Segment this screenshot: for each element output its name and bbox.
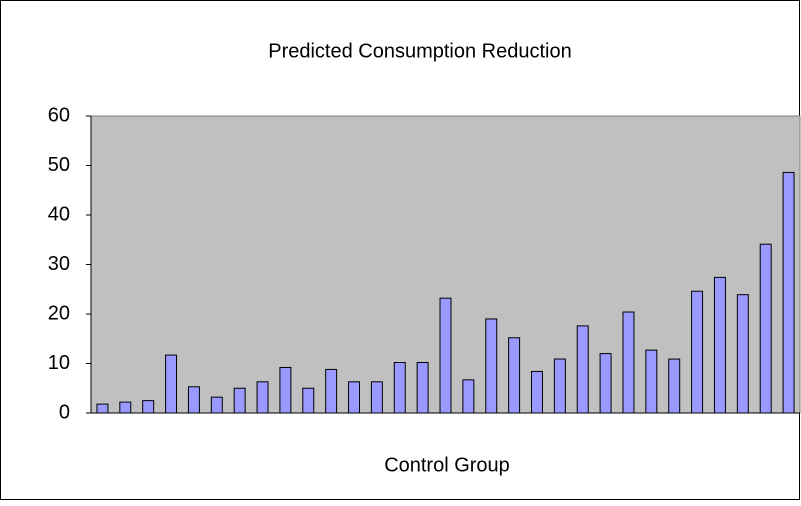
bar bbox=[736, 294, 749, 414]
bar bbox=[759, 243, 772, 414]
y-tick-label: 30 bbox=[48, 253, 70, 275]
bar bbox=[713, 276, 726, 414]
bar bbox=[530, 370, 543, 414]
bar bbox=[142, 400, 155, 414]
bar bbox=[302, 387, 315, 414]
bar bbox=[485, 318, 498, 414]
bar bbox=[691, 290, 704, 414]
bar bbox=[187, 386, 200, 414]
y-tick-label: 0 bbox=[59, 401, 70, 423]
bar bbox=[416, 362, 429, 414]
bar bbox=[119, 401, 132, 414]
bar bbox=[370, 381, 383, 414]
y-tick-label: 10 bbox=[48, 352, 70, 374]
y-tick-label: 40 bbox=[48, 203, 70, 225]
bar bbox=[233, 387, 246, 414]
bar bbox=[645, 349, 658, 414]
bar bbox=[348, 381, 361, 414]
bar bbox=[210, 396, 223, 414]
bar bbox=[462, 379, 475, 414]
bar bbox=[96, 403, 109, 414]
bar bbox=[256, 381, 269, 414]
y-tick-label: 20 bbox=[48, 302, 70, 324]
chart-title: Predicted Consumption Reduction bbox=[268, 40, 572, 62]
bar bbox=[279, 366, 292, 414]
bar bbox=[782, 171, 795, 414]
bar bbox=[553, 358, 566, 414]
x-axis-label: Control Group bbox=[384, 454, 510, 476]
bar bbox=[165, 354, 178, 414]
bar bbox=[439, 297, 452, 414]
bar bbox=[325, 368, 338, 414]
bar bbox=[668, 358, 681, 414]
bar bbox=[599, 353, 612, 414]
bar bbox=[576, 325, 589, 414]
bar bbox=[622, 311, 635, 414]
y-tick-label: 50 bbox=[48, 154, 70, 176]
y-tick-label: 60 bbox=[48, 104, 70, 126]
bar bbox=[508, 337, 521, 414]
bar bbox=[393, 362, 406, 414]
